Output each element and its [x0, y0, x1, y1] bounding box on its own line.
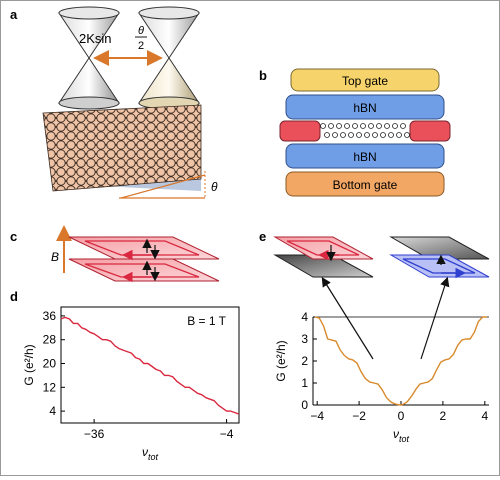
panel-b-label: b [259, 68, 267, 83]
twisted-bilayer-lattice [42, 104, 202, 192]
x-tick-label: −2 [352, 409, 366, 423]
pointer-arrow-right [420, 276, 450, 360]
twist-angle-marker: θ [119, 171, 218, 199]
y-tick-label: 2 [301, 354, 308, 368]
hbn-bottom-label: hBN [353, 150, 376, 164]
x-axis-label: νtot [393, 427, 410, 444]
series-line [60, 316, 240, 415]
panel-a-label: a [10, 7, 18, 22]
bottom-gate-label: Bottom gate [333, 178, 398, 192]
y-tick-label: 4 [49, 404, 56, 418]
top-gate-label: Top gate [342, 74, 388, 88]
x-axis-label-subscript: tot [148, 452, 159, 462]
hbn-top-label: hBN [353, 101, 376, 115]
x-tick-label: −4 [310, 409, 324, 423]
panel-c-label: c [10, 229, 17, 244]
chart-d-annotation: B = 1 T [187, 314, 226, 328]
y-tick-label: 4 [301, 310, 308, 324]
theta-numerator: θ [138, 25, 144, 37]
panel-c: c B [10, 225, 220, 283]
y-tick-label: 36 [43, 309, 57, 323]
edge-state-left [273, 236, 374, 278]
hbn-bottom-layer [285, 143, 445, 169]
panel-a: a 2Ksin θ 2 [10, 6, 218, 199]
y-axis-label: G (e²/h) [22, 344, 36, 385]
y-tick-label: 12 [43, 380, 57, 394]
b-field-label: B [51, 250, 59, 264]
chart-d: 4 12 20 28 36 −36 −4 G (e²/h) νtot [22, 306, 240, 462]
x-axis-label-subscript: tot [399, 434, 410, 444]
dirac-cone-left [58, 6, 120, 110]
x-axis-label: νtot [142, 445, 159, 462]
bottom-gate-layer [285, 171, 445, 197]
graphene-channel [279, 120, 451, 142]
right-contact [409, 120, 451, 142]
panel-e-label: e [259, 229, 266, 244]
x-tick-label: −4 [220, 427, 234, 441]
twist-angle-symbol: θ [211, 180, 218, 194]
separation-label: 2Ksin θ 2 [79, 25, 147, 52]
edge-state-right [389, 236, 490, 279]
theta-denominator: 2 [138, 40, 144, 52]
plot-frame [60, 306, 240, 424]
y-axis-label: G (e²/h) [274, 340, 288, 381]
panel-d: d 4 12 20 28 36 −36 −4 G (e²/h) νtot B = 1 T [10, 289, 240, 462]
panel-d-label: d [10, 289, 18, 304]
x-tick-label: −36 [84, 427, 105, 441]
pointer-arrow-left [321, 276, 374, 360]
hbn-top-layer [285, 94, 445, 120]
x-tick-label: 4 [481, 409, 488, 423]
y-tick-label: 1 [301, 376, 308, 390]
separation-prefix: 2Ksin [79, 31, 112, 46]
y-tick-label: 20 [43, 357, 57, 371]
bilayer-edge-states [68, 236, 220, 283]
panel-b: b Top gate hBN hBN Bottom gate [259, 68, 451, 197]
x-tick-label: 0 [398, 409, 405, 423]
dirac-cone-right [138, 6, 200, 110]
x-tick-label: 2 [440, 409, 447, 423]
series-line [314, 316, 487, 406]
y-tick-label: 3 [301, 332, 308, 346]
panel-e: e [259, 229, 490, 360]
y-tick-label: 28 [43, 333, 57, 347]
chart-e: 0 1 2 3 4 −4 −2 0 2 4 G (e²/h) νtot [274, 310, 489, 444]
top-gate-layer [290, 68, 440, 92]
left-contact [279, 120, 321, 142]
y-tick-label: 0 [301, 398, 308, 412]
